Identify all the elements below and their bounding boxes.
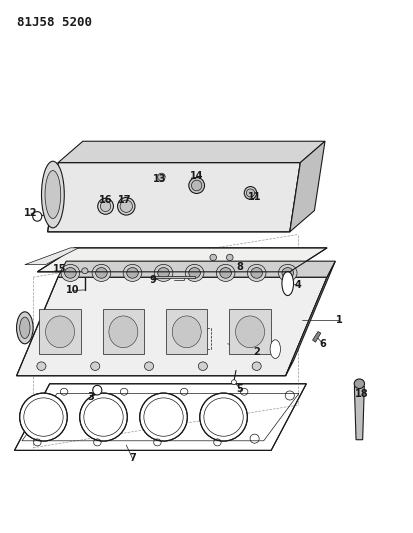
Ellipse shape [199,393,247,441]
Polygon shape [289,141,324,232]
Polygon shape [39,309,81,354]
Ellipse shape [95,268,107,278]
Text: 9: 9 [150,275,156,285]
Ellipse shape [235,316,264,348]
Polygon shape [229,309,270,354]
Polygon shape [153,276,194,278]
Ellipse shape [120,200,132,213]
Ellipse shape [252,362,261,370]
Ellipse shape [209,254,216,261]
Text: 3: 3 [88,392,94,402]
Text: 15: 15 [53,264,66,274]
Ellipse shape [281,268,293,278]
Text: 10: 10 [66,286,79,295]
Ellipse shape [123,264,141,281]
Ellipse shape [61,264,79,281]
Ellipse shape [185,264,203,281]
Polygon shape [58,261,335,277]
Ellipse shape [19,393,67,441]
Ellipse shape [231,379,236,385]
Ellipse shape [157,173,165,181]
Ellipse shape [172,316,201,348]
Polygon shape [102,309,144,354]
Ellipse shape [79,393,127,441]
Ellipse shape [17,312,33,344]
Polygon shape [17,277,326,376]
Text: 8: 8 [236,262,243,271]
Text: 16: 16 [99,195,112,205]
Text: 7: 7 [129,454,135,463]
Text: 18: 18 [355,390,368,399]
Polygon shape [47,163,299,232]
Ellipse shape [226,254,233,261]
Ellipse shape [246,189,254,197]
Text: 11: 11 [247,192,261,202]
Polygon shape [354,386,363,440]
Polygon shape [58,141,324,163]
Text: 81J58 5200: 81J58 5200 [17,16,91,29]
Polygon shape [166,309,207,354]
Text: 13: 13 [152,174,166,183]
Ellipse shape [157,268,169,278]
Ellipse shape [64,268,76,278]
Text: 6: 6 [319,339,325,349]
Text: 4: 4 [294,280,301,290]
Ellipse shape [247,264,265,281]
Ellipse shape [33,212,42,221]
Text: 1: 1 [335,315,342,325]
Ellipse shape [244,187,256,199]
Ellipse shape [92,264,111,281]
Ellipse shape [45,316,74,348]
Ellipse shape [139,393,187,441]
Ellipse shape [216,264,235,281]
Ellipse shape [126,268,138,278]
Text: 17: 17 [117,195,131,205]
Ellipse shape [117,197,135,215]
Ellipse shape [100,201,111,212]
Ellipse shape [37,362,46,370]
Ellipse shape [19,317,30,338]
Ellipse shape [191,180,202,191]
Ellipse shape [250,268,262,278]
Ellipse shape [154,264,173,281]
Ellipse shape [41,161,64,228]
Ellipse shape [188,268,200,278]
Ellipse shape [93,385,102,395]
Polygon shape [312,332,320,342]
Text: 12: 12 [24,208,38,218]
Text: 5: 5 [236,384,243,394]
Polygon shape [285,261,335,376]
Ellipse shape [81,268,88,274]
Ellipse shape [198,362,207,370]
Ellipse shape [90,362,100,370]
Polygon shape [25,248,78,265]
Ellipse shape [97,198,113,214]
Ellipse shape [45,171,61,219]
Ellipse shape [109,316,138,348]
Ellipse shape [188,177,204,193]
Ellipse shape [278,264,297,281]
Ellipse shape [144,362,153,370]
Polygon shape [14,384,306,450]
Ellipse shape [354,379,364,389]
Polygon shape [37,248,326,272]
Ellipse shape [281,271,293,295]
Ellipse shape [219,268,231,278]
Text: 14: 14 [190,171,203,181]
Ellipse shape [270,340,280,358]
Text: 2: 2 [253,347,259,357]
